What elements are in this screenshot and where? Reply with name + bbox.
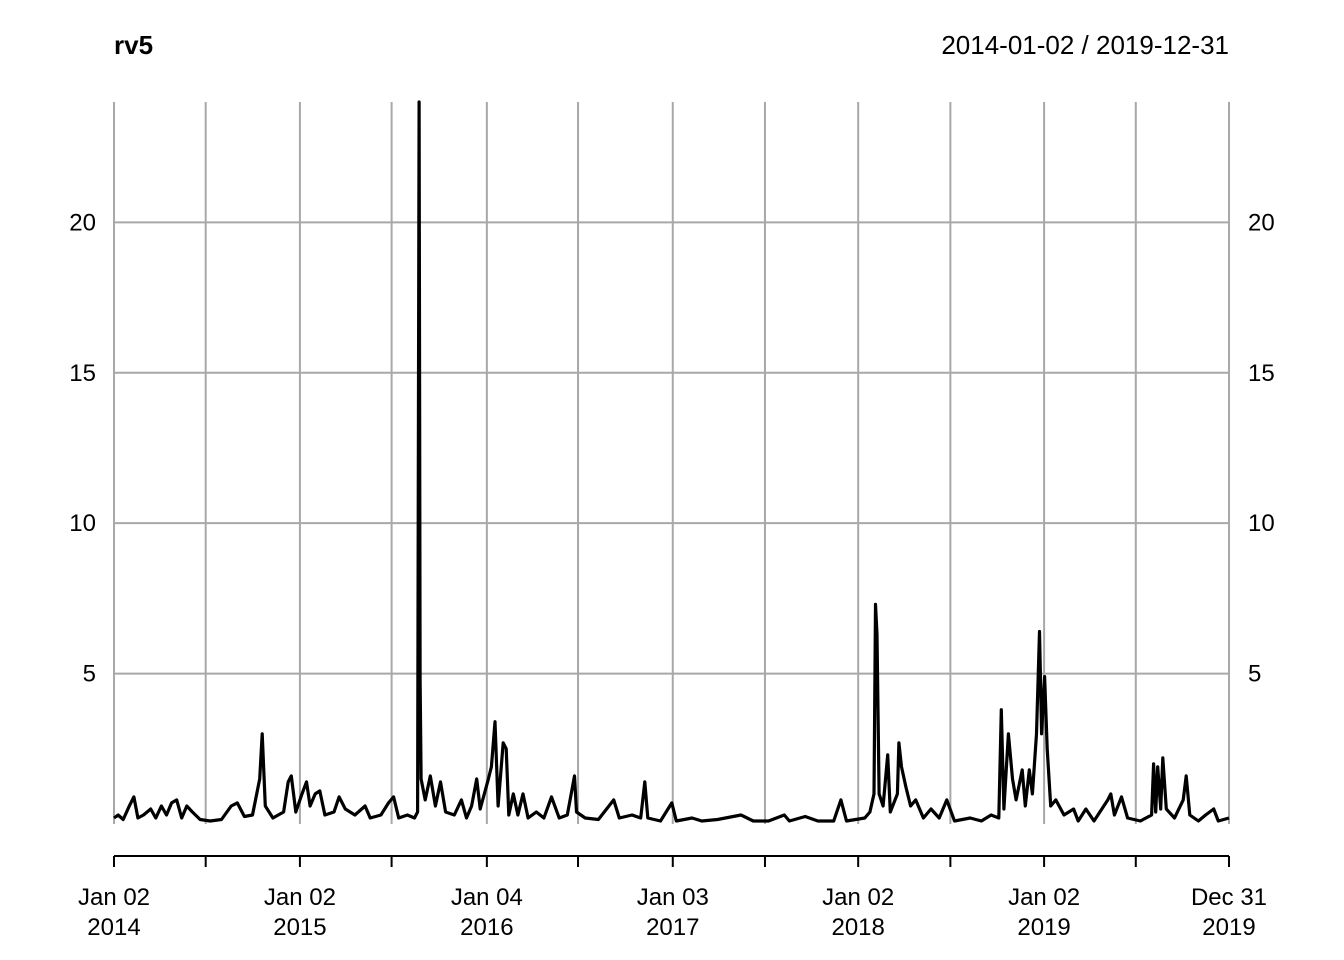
y-tick-label-left: 10 [69,510,96,537]
x-tick-label-date: Jan 02 [264,884,336,911]
y-tick-label-right: 10 [1248,510,1275,537]
x-tick-label-date: Jan 02 [1008,884,1080,911]
y-tick-label-right: 5 [1248,661,1261,688]
x-tick-label-date: Jan 04 [451,884,523,911]
series-line [113,100,1230,823]
x-tick-label-year: 2019 [1017,914,1070,941]
x-tick-label-year: 2015 [273,914,326,941]
y-tick-label-left: 5 [83,661,96,688]
x-tick-label-year: 2019 [1202,914,1255,941]
x-tick-label-year: 2017 [646,914,699,941]
x-tick-label-date: Jan 03 [637,884,709,911]
y-axis-left-labels: 5 10 15 20 [69,209,96,687]
chart-title: rv5 [114,30,153,60]
x-axis: Jan 02 2014 Jan 02 2015 Jan 04 2016 Jan 03 2017… [78,855,1267,941]
x-tick-label-date: Jan 02 [78,884,150,911]
y-tick-label-left: 15 [69,360,96,387]
x-tick-label-year: 2018 [831,914,884,941]
x-tick-label-date: Jan 02 [822,884,894,911]
x-tick-label-year: 2016 [460,914,513,941]
x-tick-label-date: Dec 31 [1191,884,1267,911]
date-range-label: 2014-01-02 / 2019-12-31 [941,30,1229,60]
grid [113,102,1230,824]
y-tick-label-left: 20 [69,209,96,236]
y-axis-right-labels: 5 10 15 20 [1248,209,1275,687]
y-tick-label-right: 15 [1248,360,1275,387]
y-tick-label-right: 20 [1248,209,1275,236]
series-layer [113,100,1230,823]
x-tick-label-year: 2014 [87,914,140,941]
